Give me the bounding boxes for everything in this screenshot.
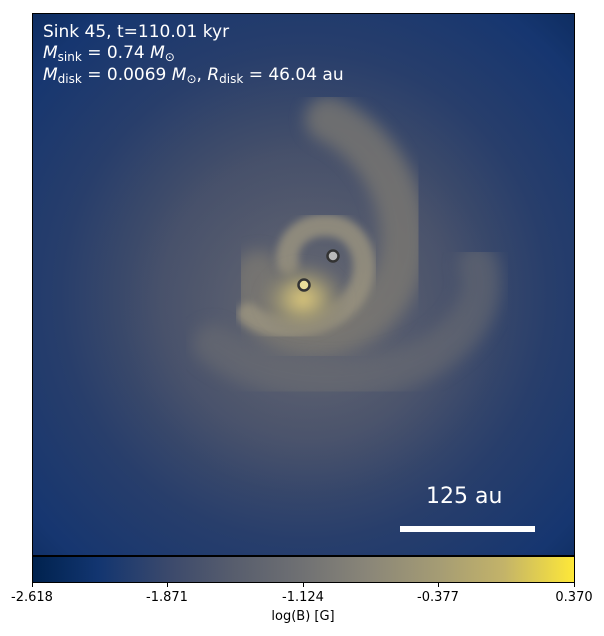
colorbar-label: log(B) [G] — [271, 609, 335, 624]
scale-bar — [400, 526, 535, 532]
colorbar-tick — [167, 583, 168, 587]
colorbar-tick — [574, 583, 575, 587]
colorbar-tick — [303, 583, 304, 587]
magnetic-field-map: Sink 45, t=110.01 kyr Msink = 0.74 M⊙ Md… — [32, 13, 575, 556]
colorbar-tick-label: -2.618 — [11, 590, 53, 605]
colorbar — [32, 556, 575, 583]
colorbar-tick — [32, 583, 33, 587]
colorbar-tick-label: -1.124 — [282, 590, 324, 605]
disk-properties: Mdisk = 0.0069 M⊙, Rdisk = 46.04 au — [43, 65, 344, 86]
colorbar-tick-label: -1.871 — [146, 590, 188, 605]
sink-secondary-marker — [326, 249, 340, 263]
sink-title: Sink 45, t=110.01 kyr — [43, 22, 230, 42]
sink-primary-marker — [297, 278, 311, 292]
colorbar-tick-label: -0.377 — [417, 590, 459, 605]
sink-mass: Msink = 0.74 M⊙ — [43, 43, 175, 64]
scale-bar-label: 125 au — [426, 484, 503, 509]
colorbar-tick-label: 0.370 — [555, 590, 593, 605]
colorbar-tick — [438, 583, 439, 587]
map-image — [33, 14, 574, 555]
